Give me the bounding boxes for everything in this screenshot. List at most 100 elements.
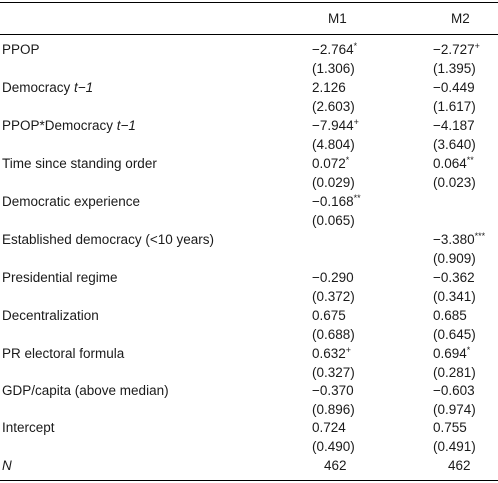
m1-coefficient-value: 2.126 — [312, 80, 346, 95]
m1-standard-error-value: (4.804) — [312, 137, 355, 152]
m2-standard-error-value: (0.974) — [433, 402, 476, 417]
row-label-text: PR electoral formula — [2, 346, 125, 361]
m2-coefficient: −0.362 — [433, 270, 475, 286]
m1-coefficient-value: 0.675 — [312, 308, 346, 323]
row-label: Time since standing order — [2, 156, 157, 172]
m1-standard-error: (0.372) — [312, 289, 355, 305]
m2-standard-error-value: (0.645) — [433, 327, 476, 342]
row-label: Democratic experience — [2, 194, 140, 210]
m2-standard-error: (0.281) — [433, 365, 476, 381]
m1-standard-error-value: (0.372) — [312, 289, 355, 304]
m1-coefficient: 462 — [324, 458, 347, 474]
m1-standard-error-value: (1.306) — [312, 61, 355, 76]
m1-coefficient: 0.724 — [312, 420, 346, 436]
m1-coefficient-value: −0.168 — [312, 194, 354, 209]
m1-coefficient-value: 462 — [324, 458, 347, 473]
row-label-text: Decentralization — [2, 308, 99, 323]
m2-coefficient-significance: *** — [474, 231, 486, 241]
m2-coefficient: 0.685 — [433, 308, 467, 324]
row-label: PR electoral formula — [2, 346, 124, 362]
m1-coefficient: −0.290 — [312, 270, 354, 286]
row-label-text: Democracy — [2, 80, 75, 95]
m1-coefficient: 2.126 — [312, 80, 346, 96]
m2-standard-error: (0.341) — [433, 289, 476, 305]
m2-coefficient: 462 — [448, 458, 471, 474]
m1-standard-error: (0.029) — [312, 175, 355, 191]
m1-standard-error-value: (0.029) — [312, 175, 355, 190]
m2-standard-error-value: (0.909) — [433, 251, 476, 266]
m2-standard-error-value: (0.491) — [433, 439, 476, 454]
m2-standard-error: (0.909) — [433, 251, 476, 267]
m1-coefficient-significance: * — [353, 41, 358, 51]
m1-coefficient-value: −7.944 — [312, 118, 354, 133]
row-label-italic: t−1 — [74, 80, 94, 95]
m2-coefficient-value: 0.064 — [433, 156, 467, 171]
m2-coefficient-value: −0.603 — [433, 383, 475, 398]
m1-standard-error: (0.896) — [312, 402, 355, 418]
m1-standard-error-value: (2.603) — [312, 99, 355, 114]
m2-standard-error: (0.645) — [433, 327, 476, 343]
m2-coefficient-value: 0.755 — [433, 420, 467, 435]
m1-standard-error: (0.688) — [312, 327, 355, 343]
m2-coefficient-significance: + — [474, 41, 480, 51]
m2-coefficient-significance: * — [466, 345, 471, 355]
m2-standard-error-value: (0.281) — [433, 365, 476, 380]
m1-standard-error: (2.603) — [312, 99, 355, 115]
m2-standard-error-value: (0.023) — [433, 175, 476, 190]
m2-coefficient: −0.603 — [433, 383, 475, 399]
m1-standard-error-value: (0.896) — [312, 402, 355, 417]
m2-coefficient-value: 462 — [448, 458, 471, 473]
row-label-italic: N — [2, 458, 12, 473]
m1-coefficient: 0.072* — [312, 156, 349, 172]
row-label-text: Presidential regime — [2, 270, 118, 285]
column-header-m2: M2 — [451, 11, 470, 26]
m2-coefficient: −0.449 — [433, 80, 475, 96]
m2-standard-error: (1.617) — [433, 99, 476, 115]
m1-standard-error-value: (0.065) — [312, 213, 355, 228]
m1-coefficient: −0.168** — [312, 194, 361, 210]
m2-coefficient: −3.380*** — [433, 232, 485, 248]
m1-standard-error-value: (0.327) — [312, 365, 355, 380]
column-header-m1: M1 — [328, 11, 347, 26]
m1-standard-error-value: (0.490) — [312, 439, 355, 454]
row-label-text: GDP/capita (above median) — [2, 383, 169, 398]
row-label: PPOP — [2, 42, 40, 58]
row-label: GDP/capita (above median) — [2, 383, 169, 399]
m1-standard-error-value: (0.688) — [312, 327, 355, 342]
row-label: Democracy t−1 — [2, 80, 93, 96]
m1-coefficient-value: −2.764 — [312, 42, 354, 57]
row-label-text: PPOP*Democracy — [2, 118, 117, 133]
m1-standard-error: (0.065) — [312, 213, 355, 229]
row-label: Intercept — [2, 420, 55, 436]
row-label-italic: t−1 — [116, 118, 136, 133]
m1-coefficient: 0.632+ — [312, 346, 351, 362]
row-label-text: Established democracy (<10 years) — [2, 232, 214, 247]
m2-standard-error: (0.974) — [433, 402, 476, 418]
m1-coefficient-value: −0.370 — [312, 383, 354, 398]
m1-coefficient-value: −0.290 — [312, 270, 354, 285]
row-label-text: Time since standing order — [2, 156, 157, 171]
m2-coefficient-value: −0.449 — [433, 80, 475, 95]
m1-coefficient: 0.675 — [312, 308, 346, 324]
m1-coefficient: −0.370 — [312, 383, 354, 399]
m2-coefficient-value: 0.694 — [433, 346, 467, 361]
m1-coefficient: −2.764* — [312, 42, 357, 58]
m2-coefficient-value: −2.727 — [433, 42, 475, 57]
m2-coefficient: −2.727+ — [433, 42, 480, 58]
m2-coefficient-significance: ** — [466, 155, 474, 165]
m1-coefficient-value: 0.724 — [312, 420, 346, 435]
row-label: Presidential regime — [2, 270, 118, 286]
m1-standard-error: (4.804) — [312, 137, 355, 153]
m1-coefficient-significance: * — [345, 155, 350, 165]
m2-coefficient-value: −3.380 — [433, 232, 475, 247]
m2-coefficient-value: 0.685 — [433, 308, 467, 323]
m2-standard-error: (0.491) — [433, 439, 476, 455]
m2-standard-error: (3.640) — [433, 137, 476, 153]
row-label-text: Democratic experience — [2, 194, 141, 209]
m2-standard-error-value: (3.640) — [433, 137, 476, 152]
row-label: PPOP*Democracy t−1 — [2, 118, 136, 134]
m2-coefficient: 0.755 — [433, 420, 467, 436]
m2-coefficient: 0.694* — [433, 346, 470, 362]
m1-coefficient: −7.944+ — [312, 118, 359, 134]
